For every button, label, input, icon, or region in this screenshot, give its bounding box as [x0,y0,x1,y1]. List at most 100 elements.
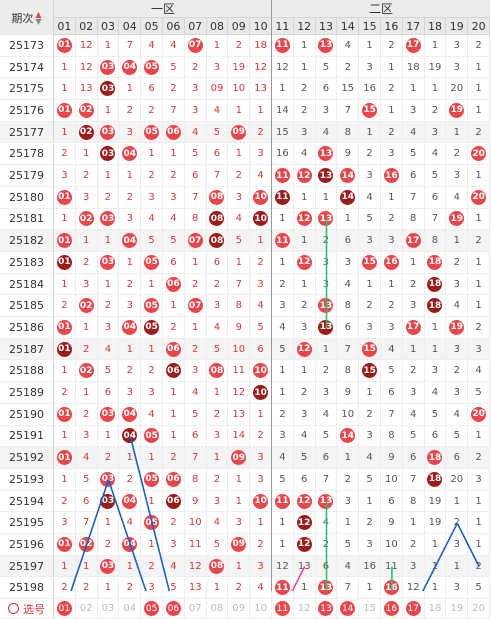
trend-cell: 01 [54,317,76,339]
trend-cell: 13 [250,78,272,101]
unselected-number[interactable]: 02 [79,603,93,615]
select-cell-17[interactable]: 17 [402,599,425,619]
selected-number[interactable]: 05 [144,601,160,617]
unselected-number[interactable]: 15 [363,603,376,615]
select-cell-16[interactable]: 16 [381,599,403,619]
select-cell-08[interactable]: 08 [206,599,229,619]
trend-cell: 1 [206,447,229,469]
draw-ball: 15 [362,102,378,118]
select-cell-01[interactable]: 01 [54,599,76,619]
unselected-number[interactable]: 03 [101,603,115,615]
issue-number: 25190 [0,403,54,426]
trend-cell: 3 [359,230,381,252]
draw-ball: 03 [100,124,116,140]
select-cell-10[interactable]: 10 [250,599,272,619]
trend-cell: 2 [293,382,316,404]
unselected-number[interactable]: 04 [123,603,137,615]
draw-ball: 18 [427,276,443,292]
trend-cell: 03 [97,78,120,101]
trend-cell: 3 [446,273,469,296]
sort-icon[interactable]: ▲ ▼ [35,9,42,26]
trend-cell: 2 [141,165,163,187]
trend-cell: 14 [337,186,360,209]
select-cell-12[interactable]: 12 [293,599,316,619]
trend-cell: 8 [228,295,251,318]
draw-ball: 05 [144,471,160,487]
trend-cell: 3 [184,100,207,122]
selected-number[interactable]: 06 [165,601,181,617]
select-cell-15[interactable]: 15 [359,599,381,619]
select-cell-13[interactable]: 13 [315,599,338,619]
trend-cell: 3 [206,56,229,79]
draw-ball: 03 [100,59,116,75]
trend-cell: 13 [293,555,316,578]
select-cell-19[interactable]: 19 [446,599,469,619]
trend-cell: 05 [141,317,163,339]
draw-ball: 01 [56,254,72,270]
trend-cell: 15 [359,360,381,383]
trend-cell: 01 [54,447,76,469]
select-cell-20[interactable]: 20 [468,599,490,619]
issue-column-header[interactable]: 期次 ▲ ▼ [0,0,54,35]
trend-cell: 11 [184,534,207,556]
zone1-header: 一区 [54,0,272,18]
trend-cell: 3 [359,534,381,556]
select-cell-11[interactable]: 11 [272,599,294,619]
selected-number[interactable]: 16 [383,601,399,617]
select-cell-04[interactable]: 04 [119,599,142,619]
selected-number[interactable]: 13 [318,601,334,617]
trend-cell: 5 [424,165,447,187]
trend-cell: 1 [54,469,76,491]
trend-cell: 2 [359,143,381,166]
trend-cell: 7 [315,469,338,491]
draw-ball: 11 [274,233,290,249]
trend-cell: 5 [359,208,381,231]
trend-cell: 5 [141,230,163,252]
trend-cell: 13 [315,490,338,513]
trend-cell: 2 [184,273,207,296]
draw-ball: 03 [100,254,116,270]
trend-cell: 11 [272,490,294,513]
trend-cell: 1 [359,35,381,57]
select-cell-03[interactable]: 03 [97,599,120,619]
unselected-number[interactable]: 12 [297,603,311,615]
select-cell-18[interactable]: 18 [424,599,447,619]
trend-cell: 03 [97,555,120,578]
column-header-13: 13 [315,18,338,35]
trend-cell: 09 [228,121,251,144]
trend-cell: 10 [184,512,207,535]
select-cell-05[interactable]: 05 [141,599,163,619]
unselected-number[interactable]: 19 [450,603,464,615]
trend-cell: 1 [119,338,142,361]
unselected-number[interactable]: 20 [472,603,485,615]
draw-ball: 06 [165,124,181,140]
select-cell-14[interactable]: 14 [337,599,360,619]
unselected-number[interactable]: 09 [232,603,246,615]
draw-ball: 13 [318,580,334,596]
unselected-number[interactable]: 10 [254,603,267,615]
trend-cell: 2 [337,469,360,491]
unselected-number[interactable]: 07 [188,603,202,615]
trend-cell: 5 [163,230,185,252]
selected-number[interactable]: 11 [274,601,290,617]
unselected-number[interactable]: 08 [210,603,224,615]
selected-number[interactable]: 01 [56,601,72,617]
select-cell-07[interactable]: 07 [184,599,207,619]
select-cell-09[interactable]: 09 [228,599,251,619]
trend-cell: 12 [75,35,98,57]
column-header-06: 06 [163,18,185,35]
column-header-10: 10 [250,18,272,35]
draw-ball: 19 [449,319,465,335]
draw-ball: 13 [318,146,334,162]
trend-cell: 4 [315,512,338,535]
selected-number[interactable]: 14 [340,601,356,617]
trend-cell: 16 [272,143,294,166]
select-row-label[interactable]: 选号 [0,599,54,619]
unselected-number[interactable]: 18 [428,603,442,615]
trend-cell: 01 [54,35,76,57]
select-cell-06[interactable]: 06 [163,599,185,619]
selected-number[interactable]: 17 [405,601,421,617]
issue-number: 25198 [0,577,54,600]
trend-cell: 1 [446,555,469,578]
select-cell-02[interactable]: 02 [75,599,98,619]
